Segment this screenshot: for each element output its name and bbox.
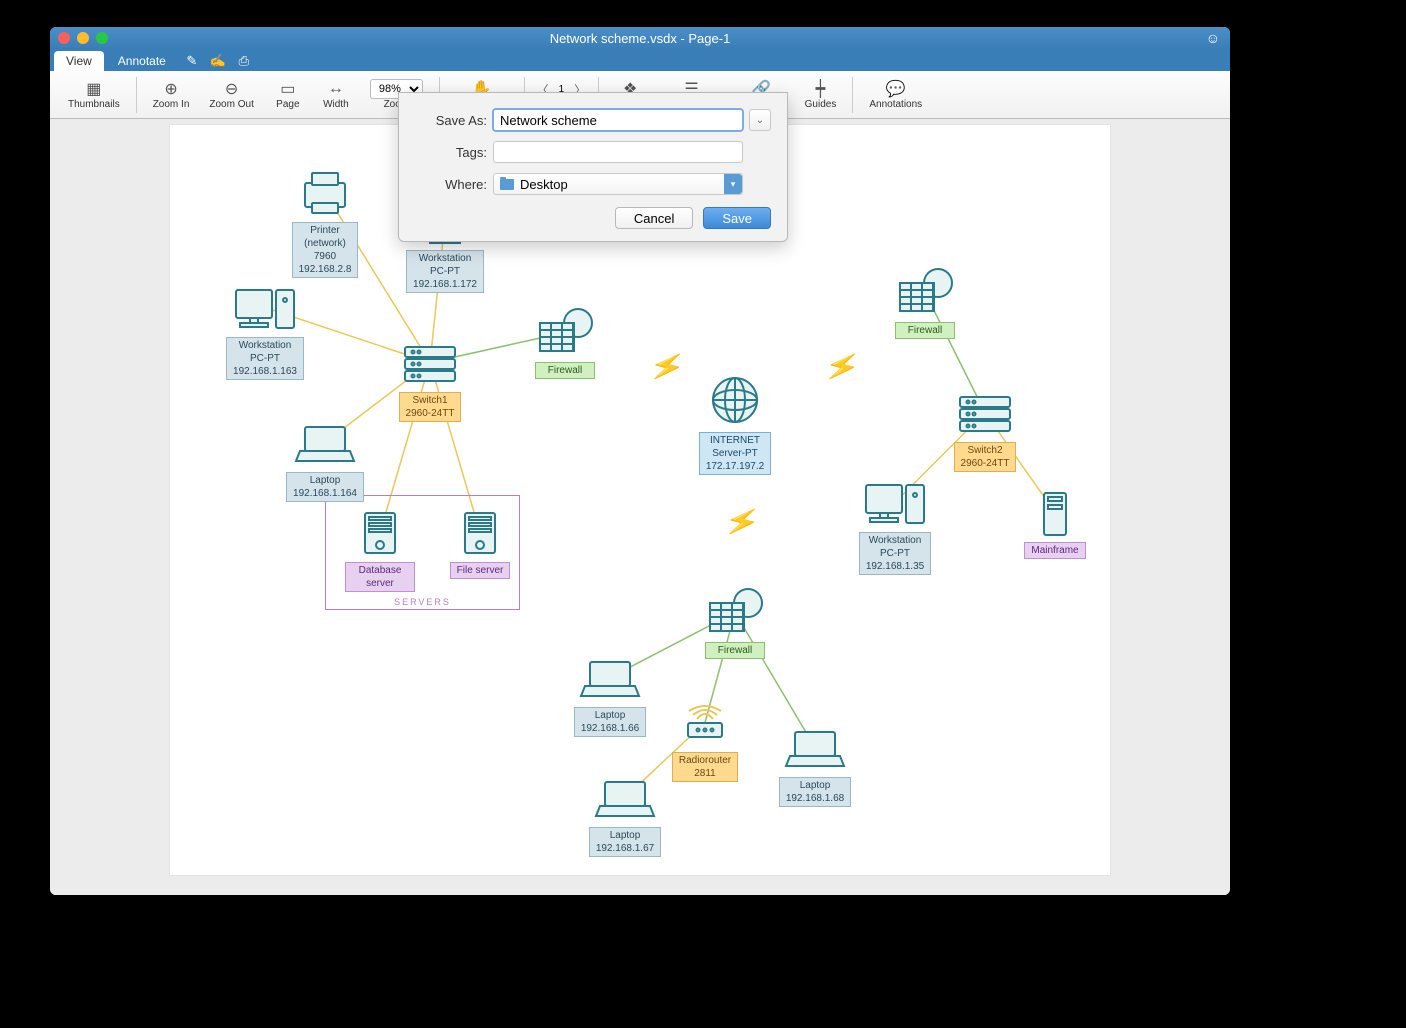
- chevron-down-icon: ▾: [724, 174, 742, 194]
- node-label: Mainframe: [1024, 542, 1085, 559]
- node-label: Firewall: [895, 322, 955, 339]
- guides-icon: ┿: [816, 79, 826, 99]
- node-laptop_b2[interactable]: Laptop192.168.1.68: [780, 720, 850, 807]
- tab-annotate[interactable]: Annotate: [106, 51, 178, 71]
- node-label: WorkstationPC-PT192.168.1.172: [406, 250, 484, 293]
- zoom-out-icon: ⊖: [225, 79, 238, 99]
- node-label: Firewall: [705, 642, 765, 659]
- node-label: Laptop192.168.1.67: [589, 827, 661, 857]
- where-select[interactable]: Desktop ▾: [493, 173, 743, 195]
- node-fileserver[interactable]: File server: [445, 505, 515, 579]
- node-label: WorkstationPC-PT192.168.1.35: [859, 532, 931, 575]
- tags-label: Tags:: [415, 145, 493, 160]
- node-laptop_l[interactable]: Laptop192.168.1.164: [290, 415, 360, 502]
- mode-tabs: View Annotate ✎ ✍ ⎙: [50, 49, 1230, 71]
- window-title: Network scheme.vsdx - Page-1: [50, 31, 1230, 46]
- fit-width-button[interactable]: ↔Width: [314, 77, 358, 112]
- width-icon: ↔: [328, 79, 344, 99]
- node-fw_right[interactable]: Firewall: [890, 265, 960, 339]
- save-as-label: Save As:: [415, 113, 493, 128]
- node-ws_left[interactable]: WorkstationPC-PT192.168.1.163: [230, 280, 300, 380]
- node-internet[interactable]: INTERNETServer-PT172.17.197.2: [700, 375, 770, 475]
- thumbnails-icon: ▦: [86, 79, 101, 99]
- expand-button[interactable]: ⌄: [749, 109, 771, 131]
- node-laptop_b1[interactable]: Laptop192.168.1.66: [575, 650, 645, 737]
- feedback-icon[interactable]: ☺︎: [1206, 30, 1220, 46]
- node-label: File server: [450, 562, 511, 579]
- where-label: Where:: [415, 177, 493, 192]
- page-icon: ▭: [280, 79, 295, 99]
- node-label: INTERNETServer-PT172.17.197.2: [699, 432, 771, 475]
- annotations-button[interactable]: 💬Annotations: [861, 77, 930, 112]
- zoom-in-button[interactable]: ⊕Zoom In: [145, 77, 198, 112]
- cancel-button[interactable]: Cancel: [615, 207, 693, 229]
- save-as-input[interactable]: [493, 109, 743, 131]
- thumbnails-button[interactable]: ▦Thumbnails: [60, 77, 128, 112]
- node-label: WorkstationPC-PT192.168.1.163: [226, 337, 304, 380]
- node-mainframe[interactable]: Mainframe: [1020, 485, 1090, 559]
- node-label: Switch12960-24TT: [399, 392, 462, 422]
- guides-button[interactable]: ┿Guides: [797, 77, 845, 112]
- signature-icon[interactable]: ✎: [180, 51, 204, 71]
- sign-person-icon[interactable]: ✍: [206, 51, 230, 71]
- node-label: Laptop192.168.1.68: [779, 777, 851, 807]
- node-label: Laptop192.168.1.66: [574, 707, 646, 737]
- save-dialog: Save As: ⌄ Tags: Where: Desktop ▾ Cancel…: [398, 92, 788, 242]
- print-icon[interactable]: ⎙: [232, 51, 256, 71]
- titlebar: Network scheme.vsdx - Page-1 ☺︎: [50, 27, 1230, 49]
- node-label: Printer(network)7960192.168.2.8: [292, 222, 359, 278]
- tab-view[interactable]: View: [54, 51, 104, 71]
- node-label: Database server: [345, 562, 415, 592]
- node-switch2[interactable]: Switch22960-24TT: [950, 385, 1020, 472]
- node-laptop_b3[interactable]: Laptop192.168.1.67: [590, 770, 660, 857]
- node-switch1[interactable]: Switch12960-24TT: [395, 335, 465, 422]
- fit-page-button[interactable]: ▭Page: [266, 77, 310, 112]
- node-fw_bot[interactable]: Firewall: [700, 585, 770, 659]
- zoom-out-button[interactable]: ⊖Zoom Out: [201, 77, 261, 112]
- node-fw_left[interactable]: Firewall: [530, 305, 600, 379]
- zoom-in-icon: ⊕: [164, 79, 177, 99]
- node-label: Laptop192.168.1.164: [286, 472, 364, 502]
- node-ws_right[interactable]: WorkstationPC-PT192.168.1.35: [860, 475, 930, 575]
- node-dbserver[interactable]: Database server: [345, 505, 415, 592]
- node-label: Firewall: [535, 362, 595, 379]
- comment-icon: 💬: [886, 79, 906, 99]
- tags-input[interactable]: [493, 141, 743, 163]
- node-radiorouter[interactable]: Radiorouter2811: [670, 695, 740, 782]
- node-label: Switch22960-24TT: [954, 442, 1017, 472]
- node-label: Radiorouter2811: [672, 752, 738, 782]
- save-button[interactable]: Save: [703, 207, 771, 229]
- node-printer[interactable]: Printer(network)7960192.168.2.8: [290, 165, 360, 278]
- folder-icon: [500, 179, 514, 190]
